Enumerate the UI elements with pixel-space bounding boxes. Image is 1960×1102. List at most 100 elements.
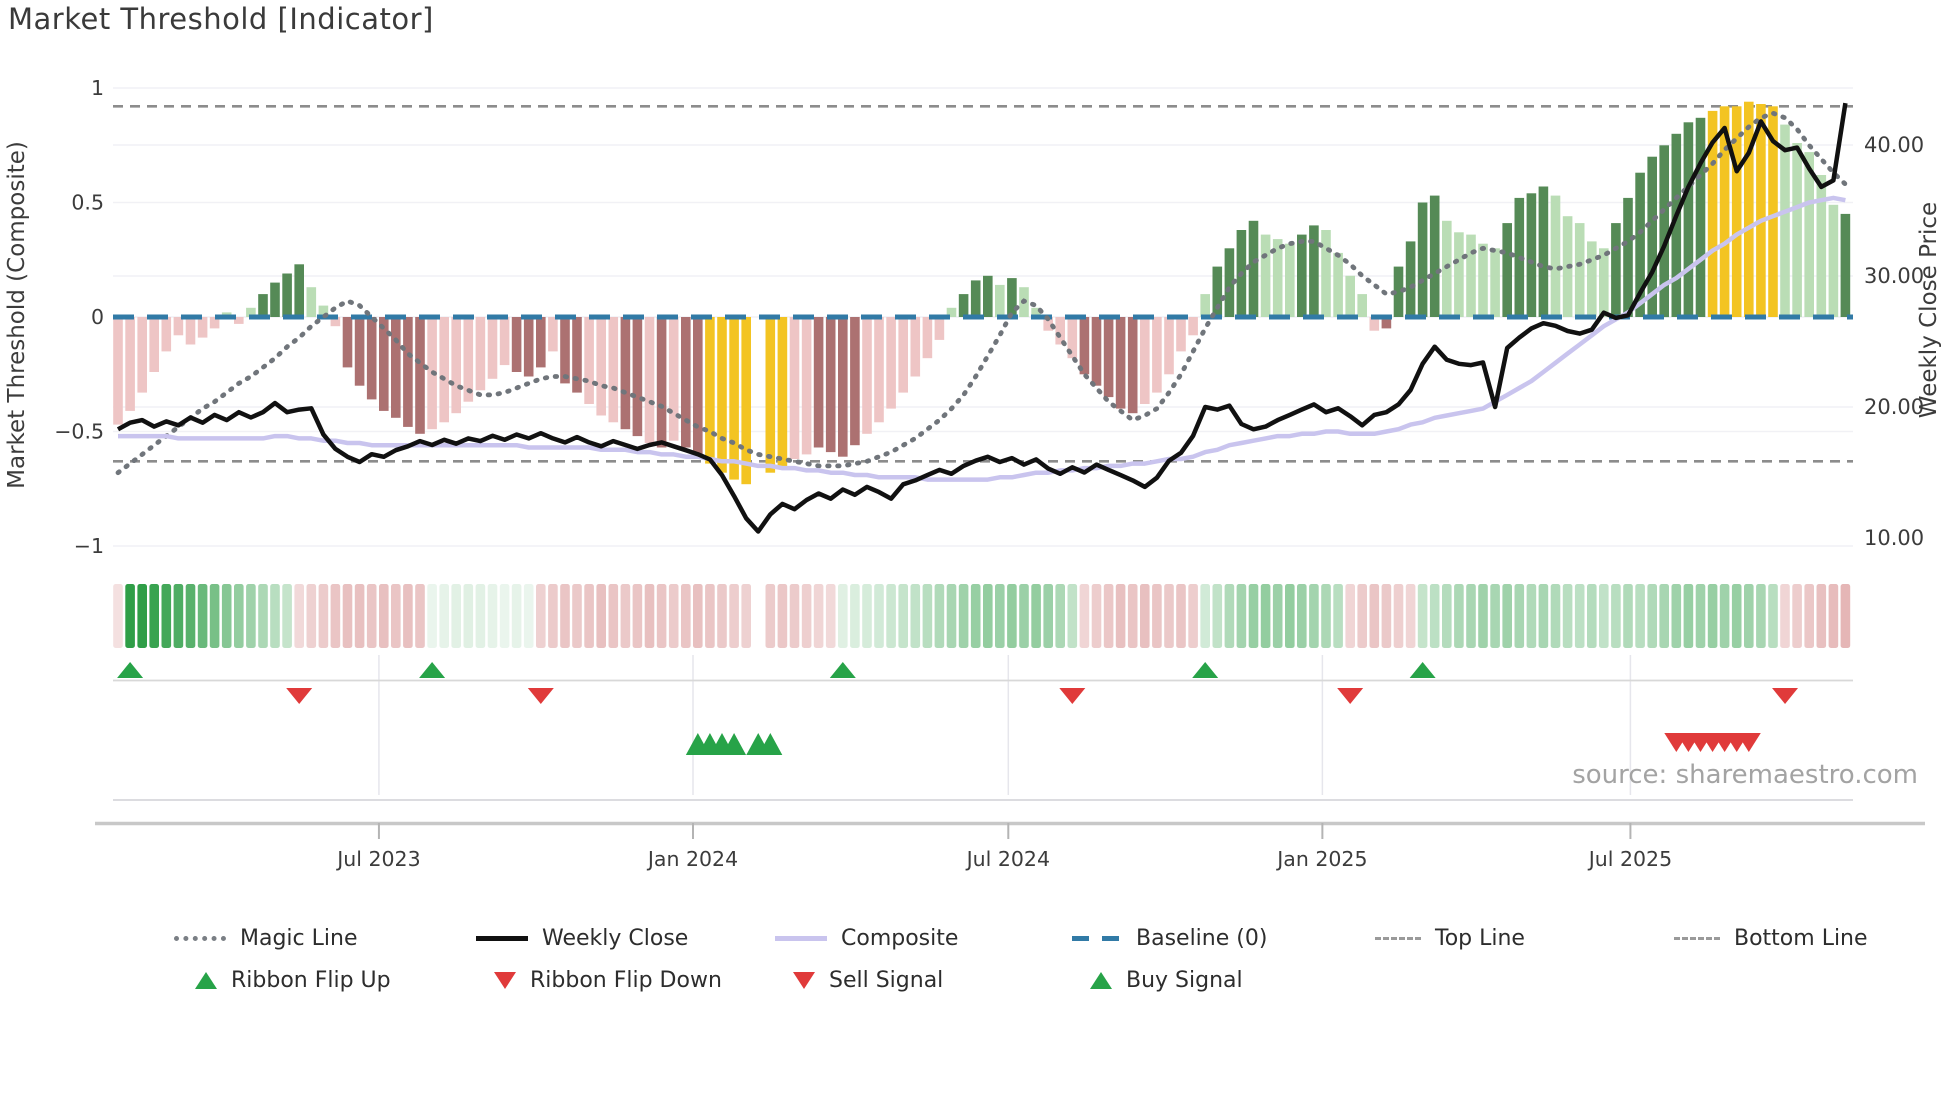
y-tick-label-left: −0.5	[54, 420, 104, 444]
ribbon-cell	[282, 584, 292, 648]
threshold-bar	[1272, 239, 1283, 317]
threshold-bar	[1091, 317, 1102, 386]
x-tick-label: Jul 2024	[965, 847, 1050, 871]
threshold-bar	[451, 317, 461, 414]
composite-line	[118, 195, 1846, 482]
y-tick-label-left: 0	[91, 305, 104, 329]
threshold-bar	[1188, 317, 1198, 336]
threshold-bar	[608, 317, 619, 423]
page-title: Market Threshold [Indicator]	[8, 2, 434, 36]
ribbon-cell	[874, 584, 884, 648]
ribbon-cell	[825, 584, 836, 648]
ribbon-cell	[1466, 584, 1476, 648]
ribbon-cell	[1417, 584, 1428, 648]
threshold-bar	[681, 317, 691, 448]
threshold-bar	[137, 317, 147, 393]
threshold-bar	[511, 317, 522, 372]
threshold-bar	[1744, 101, 1754, 317]
ribbon-cell	[898, 584, 908, 648]
threshold-bar	[391, 317, 401, 418]
threshold-bar	[306, 287, 317, 317]
legend-line-sample	[1674, 936, 1720, 940]
y-tick-label-right: 10.00	[1864, 526, 1924, 550]
ribbon-flip-down-marker	[1337, 688, 1364, 704]
threshold-bar	[1550, 195, 1561, 317]
ribbon-cell	[197, 584, 208, 648]
ribbon-cell	[536, 584, 546, 648]
legend-item-top-line: Top Line	[1375, 922, 1525, 954]
y-tick-label-left: 0.5	[71, 191, 104, 215]
ribbon-cell	[523, 584, 534, 648]
threshold-bar	[1200, 294, 1210, 317]
threshold-bar	[197, 317, 208, 338]
threshold-bar	[656, 317, 667, 448]
ribbon-cell	[1381, 584, 1392, 648]
ribbon-cell	[1695, 584, 1706, 648]
ribbon-cell	[584, 584, 594, 648]
ribbon-cell	[306, 584, 317, 648]
ribbon-cell	[1514, 584, 1525, 648]
threshold-bar	[149, 317, 159, 372]
legend-line-sample	[1375, 936, 1421, 940]
threshold-bar	[1103, 317, 1114, 398]
threshold-bar	[1369, 317, 1380, 331]
threshold-bar	[1248, 220, 1259, 317]
threshold-bar	[415, 317, 425, 434]
threshold-bar	[403, 317, 413, 427]
ribbon-cell	[1152, 584, 1162, 648]
legend-label: Ribbon Flip Down	[530, 967, 722, 993]
ribbon-cell	[330, 584, 341, 648]
threshold-bar	[741, 317, 751, 485]
ribbon-cell	[632, 584, 643, 648]
ribbon-cell	[1393, 584, 1404, 648]
ribbon-cell	[427, 584, 437, 648]
ribbon-cell	[1611, 584, 1621, 648]
legend-line-sample	[1072, 935, 1122, 941]
legend-label: Magic Line	[240, 925, 358, 951]
ribbon-cell	[1442, 584, 1452, 648]
threshold-bar	[1731, 106, 1742, 317]
threshold-bar	[801, 317, 812, 455]
ribbon-cell	[1840, 584, 1851, 648]
threshold-bar	[1828, 204, 1839, 317]
ribbon-cell	[729, 584, 739, 648]
legend-item-buy-signal: Buy Signal	[1090, 964, 1243, 996]
ribbon-flip-down-marker	[1059, 688, 1086, 704]
threshold-bar	[1224, 248, 1235, 317]
threshold-bar	[644, 317, 655, 443]
threshold-bar	[234, 317, 244, 324]
threshold-bar	[1140, 317, 1150, 404]
threshold-bar	[548, 317, 558, 352]
legend-item-composite: Composite	[775, 922, 958, 954]
threshold-bar	[1683, 122, 1694, 317]
ribbon-flip-down-marker	[286, 688, 313, 704]
ribbon-cell	[391, 584, 401, 648]
ribbon-cell	[983, 584, 993, 648]
threshold-bar	[705, 317, 715, 464]
y-tick-label-right: 20.00	[1864, 395, 1924, 419]
threshold-bar	[1526, 193, 1537, 317]
ribbon-cell	[1816, 584, 1827, 648]
threshold-bar	[439, 317, 449, 423]
threshold-bar	[765, 317, 776, 473]
ribbon-cell	[1744, 584, 1754, 648]
threshold-bar	[330, 317, 341, 327]
legend-label: Top Line	[1435, 925, 1525, 951]
ribbon-cell	[451, 584, 461, 648]
x-tick-label: Jul 2023	[335, 847, 420, 871]
ribbon-cell	[668, 584, 679, 648]
threshold-bar	[1417, 202, 1428, 317]
ribbon-cell	[209, 584, 220, 648]
threshold-bar	[1635, 172, 1645, 317]
threshold-bar	[1804, 152, 1814, 317]
threshold-bar	[1405, 241, 1416, 317]
threshold-bar	[1840, 213, 1851, 317]
ribbon-cell	[1683, 584, 1694, 648]
ribbon-cell	[1248, 584, 1259, 648]
y-axis-left-title: Market Threshold (Composite)	[4, 141, 30, 489]
x-tick-label: Jan 2024	[646, 847, 738, 871]
ribbon-cell	[1490, 584, 1500, 648]
triangle-up-icon	[195, 971, 217, 989]
threshold-bar	[1671, 133, 1682, 317]
ribbon-cell	[560, 584, 570, 648]
